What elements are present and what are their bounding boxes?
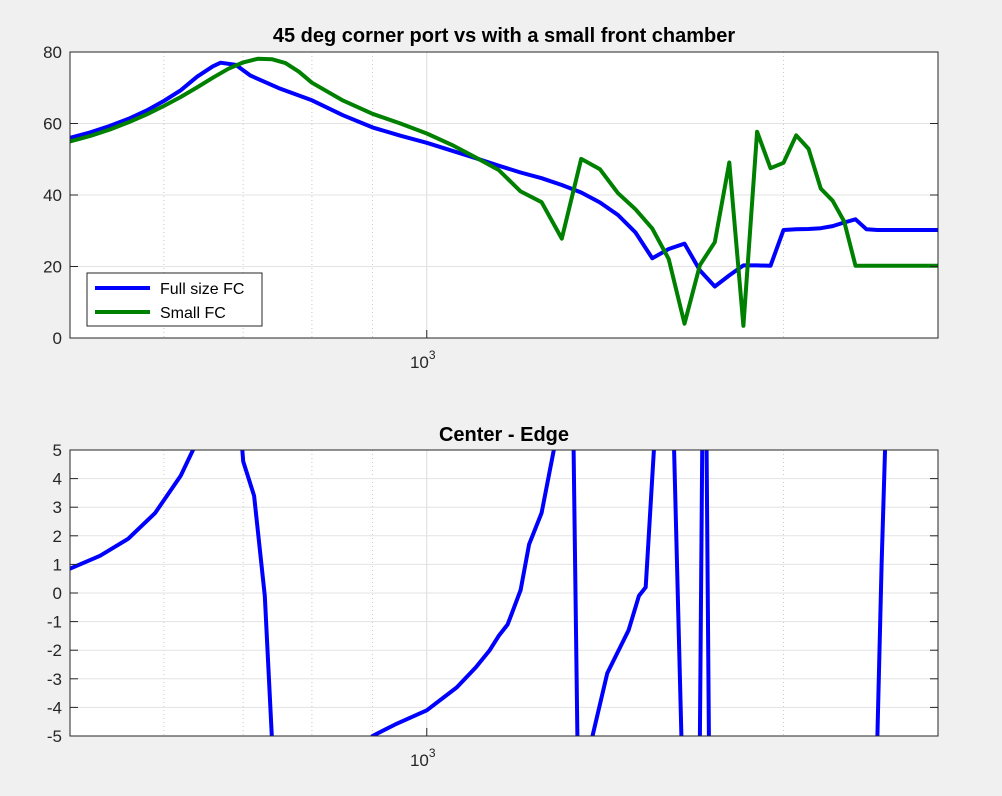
- series-layer: [70, 450, 888, 736]
- y-tick-label: 0: [53, 329, 62, 348]
- y-tick-label: -4: [47, 698, 62, 717]
- legend-label-small-fc: Small FC: [160, 305, 226, 322]
- y-tick-label: 20: [43, 258, 62, 277]
- series-clip: [70, 450, 888, 736]
- series-clip: [70, 56, 938, 328]
- series-layer: [70, 56, 938, 328]
- bottom-axes: 103 5 4 3 2 1 0 -1 -2 -3 -4 -5 Center - Edge: [47, 424, 939, 770]
- y-tick-label: -1: [47, 613, 62, 632]
- center-edge-line: [697, 450, 711, 736]
- center-edge-line: [590, 450, 656, 736]
- y-tick-label: 40: [43, 186, 62, 205]
- center-edge-line: [518, 450, 556, 593]
- center-edge-line: [240, 450, 274, 736]
- y-tick-label: -5: [47, 727, 62, 746]
- x-tick-label: 103: [410, 746, 436, 770]
- grid: [70, 450, 938, 736]
- y-tick-label: 60: [43, 115, 62, 134]
- center-edge-line: [70, 450, 196, 571]
- legend-box: [86, 272, 263, 327]
- chart-title: 45 deg corner port vs with a small front…: [273, 25, 736, 47]
- y-tick-label: 3: [53, 498, 62, 517]
- legend-label-full-size-fc: Full size FC: [160, 281, 244, 298]
- tick-labels: 103 5 4 3 2 1 0 -1 -2 -3 -4 -5: [47, 441, 938, 770]
- y-tick-label: 1: [53, 555, 62, 574]
- y-tick-label: 5: [53, 441, 62, 460]
- legend[interactable]: Full size FC Small FC: [86, 272, 263, 327]
- center-edge-line: [672, 450, 684, 736]
- y-tick-label: 2: [53, 527, 62, 546]
- grid: [70, 52, 938, 338]
- x-tick-label: 103: [410, 348, 436, 372]
- y-tick-label: 4: [53, 470, 62, 489]
- tick-labels: 103 0 20 40 60 80: [43, 43, 938, 372]
- y-tick-label: -3: [47, 670, 62, 689]
- small-fc-line: [70, 56, 938, 328]
- center-edge-line: [370, 588, 523, 736]
- full-size-fc-line: [70, 60, 938, 289]
- top-axes: 103 0 20 40 60 80 45 deg corner port vs with …: [43, 25, 939, 372]
- y-tick-label: 80: [43, 43, 62, 62]
- center-edge-line: [875, 450, 888, 736]
- chart-title: Center - Edge: [439, 424, 569, 446]
- center-edge-line: [571, 450, 580, 736]
- y-tick-label: -2: [47, 641, 62, 660]
- y-tick-label: 0: [53, 584, 62, 603]
